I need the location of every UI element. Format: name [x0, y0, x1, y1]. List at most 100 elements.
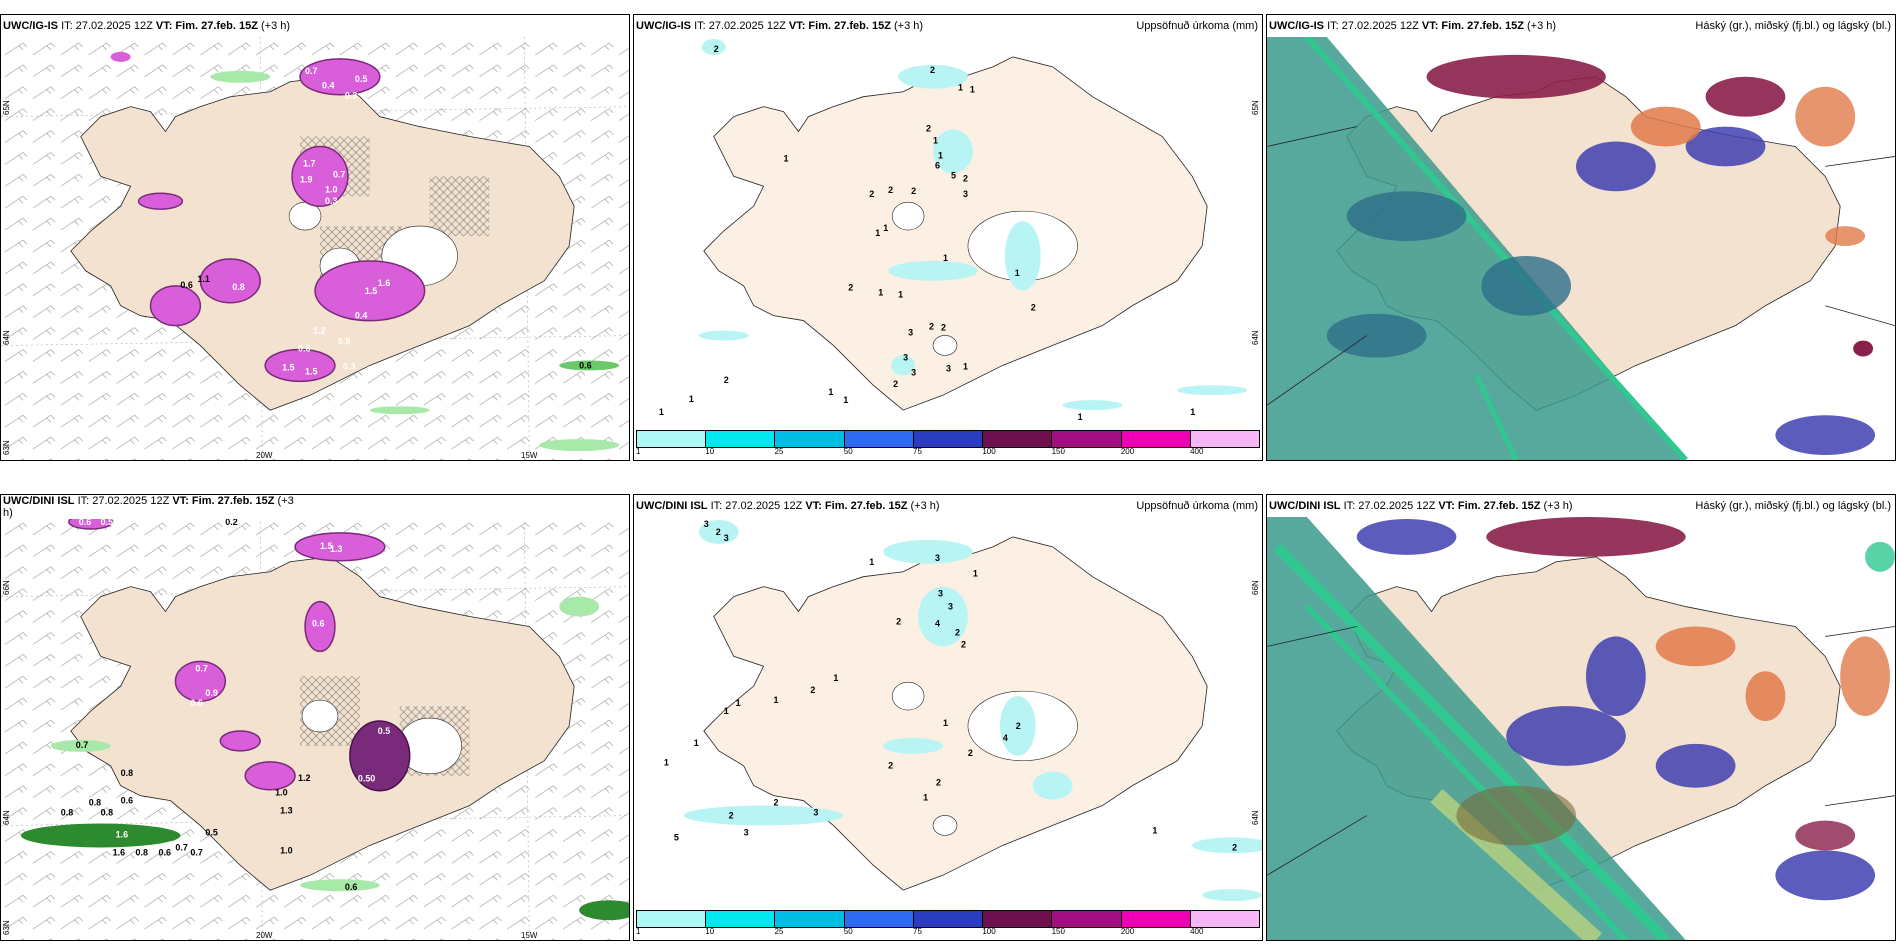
panel-accum-precip-igis: UWC/IG-IS IT: 27.02.2025 12Z VT: Fim. 27… [633, 14, 1263, 461]
value-label: 2 [955, 627, 960, 637]
panel-header: UWC/IG-IS IT: 27.02.2025 12Z VT: Fim. 27… [1267, 15, 1895, 37]
value-label: 1 [1190, 407, 1195, 417]
legend-tick: 10 [705, 927, 715, 936]
value-label: 1 [774, 695, 779, 705]
value-label: 0.6 [579, 360, 591, 370]
lead-label: (+3 h) [1543, 500, 1573, 512]
value-label: 0.6 [158, 847, 170, 857]
value-label: 2 [1232, 842, 1237, 852]
legend-tick: 400 [1190, 927, 1204, 936]
value-label: 0.8 [89, 798, 101, 808]
value-label: 2 [926, 124, 931, 134]
value-label: 4 [1003, 733, 1008, 743]
panel-header: UWC/IG-IS IT: 27.02.2025 12Z VT: Fim. 27… [634, 15, 1262, 37]
lat-label: 66N [2, 580, 11, 595]
legend-swatch [1190, 431, 1259, 447]
model-name: UWC/IG-IS [1269, 20, 1324, 32]
value-label: 1 [875, 228, 880, 238]
value-label: 1.2 [313, 326, 325, 336]
value-label: 1 [828, 387, 833, 397]
value-label: 0.5 [355, 74, 367, 84]
lat-label: 65N [2, 100, 11, 115]
legend-tick: 75 [913, 927, 922, 936]
value-label: 0.6 [190, 698, 202, 708]
lead-label: (+3 h) [910, 500, 940, 512]
model-name: UWC/IG-IS [636, 20, 691, 32]
value-label: 1 [963, 361, 968, 371]
value-label: 0.6 [121, 796, 133, 806]
value-label: 0.5 [205, 828, 217, 838]
lat-label: 66N [1251, 580, 1261, 595]
legend-swatch [913, 431, 984, 447]
value-label: 3 [744, 827, 749, 837]
value-label: 1.0 [280, 845, 292, 855]
vt-label: VT: Fim. 27.feb. 15Z [155, 20, 258, 32]
value-label: 1.9 [300, 174, 312, 184]
map-area[interactable]: 0.6 0.5 0.2 1.5 0.4 1.3 0.6 0.7 0.9 0.6 … [1, 517, 629, 940]
value-label: 5 [674, 832, 679, 842]
value-label: 2 [774, 798, 779, 808]
value-label: 2 [729, 810, 734, 820]
value-label: 3 [946, 363, 951, 373]
panel-header: UWC/DINI ISL IT: 27.02.2025 12Z VT: Fim.… [634, 495, 1262, 517]
value-label: 3 [903, 352, 908, 362]
lon-label: 15W [521, 451, 538, 460]
value-label: 0.7 [175, 842, 187, 852]
value-label: 2 [929, 322, 934, 332]
value-label: 3 [724, 533, 729, 543]
value-label: 2 [888, 185, 893, 195]
lon-label: 20W [256, 451, 273, 460]
legend-bar [636, 910, 1260, 928]
value-label: 2 [810, 685, 815, 695]
value-label: 0.6 [312, 618, 324, 628]
map-area[interactable]: 0.7 0.5 0.4 0.3 1.7 1.9 0.7 1.0 0.3 0.6 … [1, 37, 629, 460]
value-label: 1 [1015, 268, 1020, 278]
vt-label: VT: Fim. 27.feb. 15Z [805, 500, 908, 512]
vt-label: VT: Fim. 27.feb. 15Z [1421, 20, 1524, 32]
value-label: 2 [961, 639, 966, 649]
value-label: 1 [958, 83, 963, 93]
color-legend: 1 10 25 50 75 100 150 200 400 [634, 430, 1262, 460]
value-label: 1.6 [378, 278, 390, 288]
value-label: 0.2 [225, 517, 237, 527]
legend-swatch [1190, 911, 1259, 927]
panel-header: UWC/DINI ISL IT: 27.02.2025 12Z VT: Fim.… [1, 495, 629, 519]
legend-swatch [1121, 911, 1191, 927]
value-label: 0.7 [190, 847, 202, 857]
precip-map-svg: 2 3 3 1 3 3 3 4 2 2 2 1 1 2 1 1 1 2 4 1 … [664, 519, 1262, 902]
value-label: 1 [843, 395, 848, 405]
value-label: 0.7 [305, 66, 317, 76]
value-label: 2 [896, 616, 901, 626]
value-label: 0.8 [232, 282, 244, 292]
value-label: 0.3 [343, 361, 355, 371]
legend-swatch [775, 431, 845, 447]
map-area[interactable]: 2 3 3 1 3 3 3 4 2 2 2 1 1 2 1 1 1 2 4 1 … [634, 517, 1262, 910]
cloud-map-svg [1267, 37, 1895, 460]
value-label: 0.7 [195, 663, 207, 673]
value-label: 0.50 [358, 774, 375, 784]
value-label: 3 [938, 589, 943, 599]
value-label: 1 [664, 758, 669, 768]
legend-tick: 400 [1190, 447, 1204, 456]
legend-swatch [706, 431, 776, 447]
panel-clouds-igis: UWC/IG-IS IT: 27.02.2025 12Z VT: Fim. 27… [1266, 14, 1896, 461]
field-title: Uppsöfnuð úrkoma (mm) [1136, 500, 1258, 512]
map-area[interactable] [1267, 517, 1895, 940]
lat-label: 63N [2, 920, 11, 935]
lon-label: 15W [521, 931, 538, 940]
lead-label: (+3 h) [1527, 20, 1557, 32]
value-label: 1 [898, 290, 903, 300]
value-label: 2 [869, 189, 874, 199]
legend-tick: 1 [636, 927, 641, 936]
model-name: UWC/IG-IS [3, 20, 58, 32]
legend-swatch [637, 431, 707, 447]
legend-bar [636, 430, 1260, 448]
value-label: 0.5 [101, 517, 113, 527]
legend-swatch [983, 911, 1053, 927]
map-area[interactable]: 2 2 1 1 2 1 1 6 5 3 2 2 2 1 1 1 1 2 1 1 … [634, 37, 1262, 430]
legend-swatch [706, 911, 776, 927]
field-title: Háský (gr.), miðský (fj.bl.) og lágský (… [1695, 500, 1891, 512]
map-area[interactable] [1267, 37, 1895, 460]
value-label: 2 [936, 778, 941, 788]
value-label: 0.5 [378, 726, 390, 736]
